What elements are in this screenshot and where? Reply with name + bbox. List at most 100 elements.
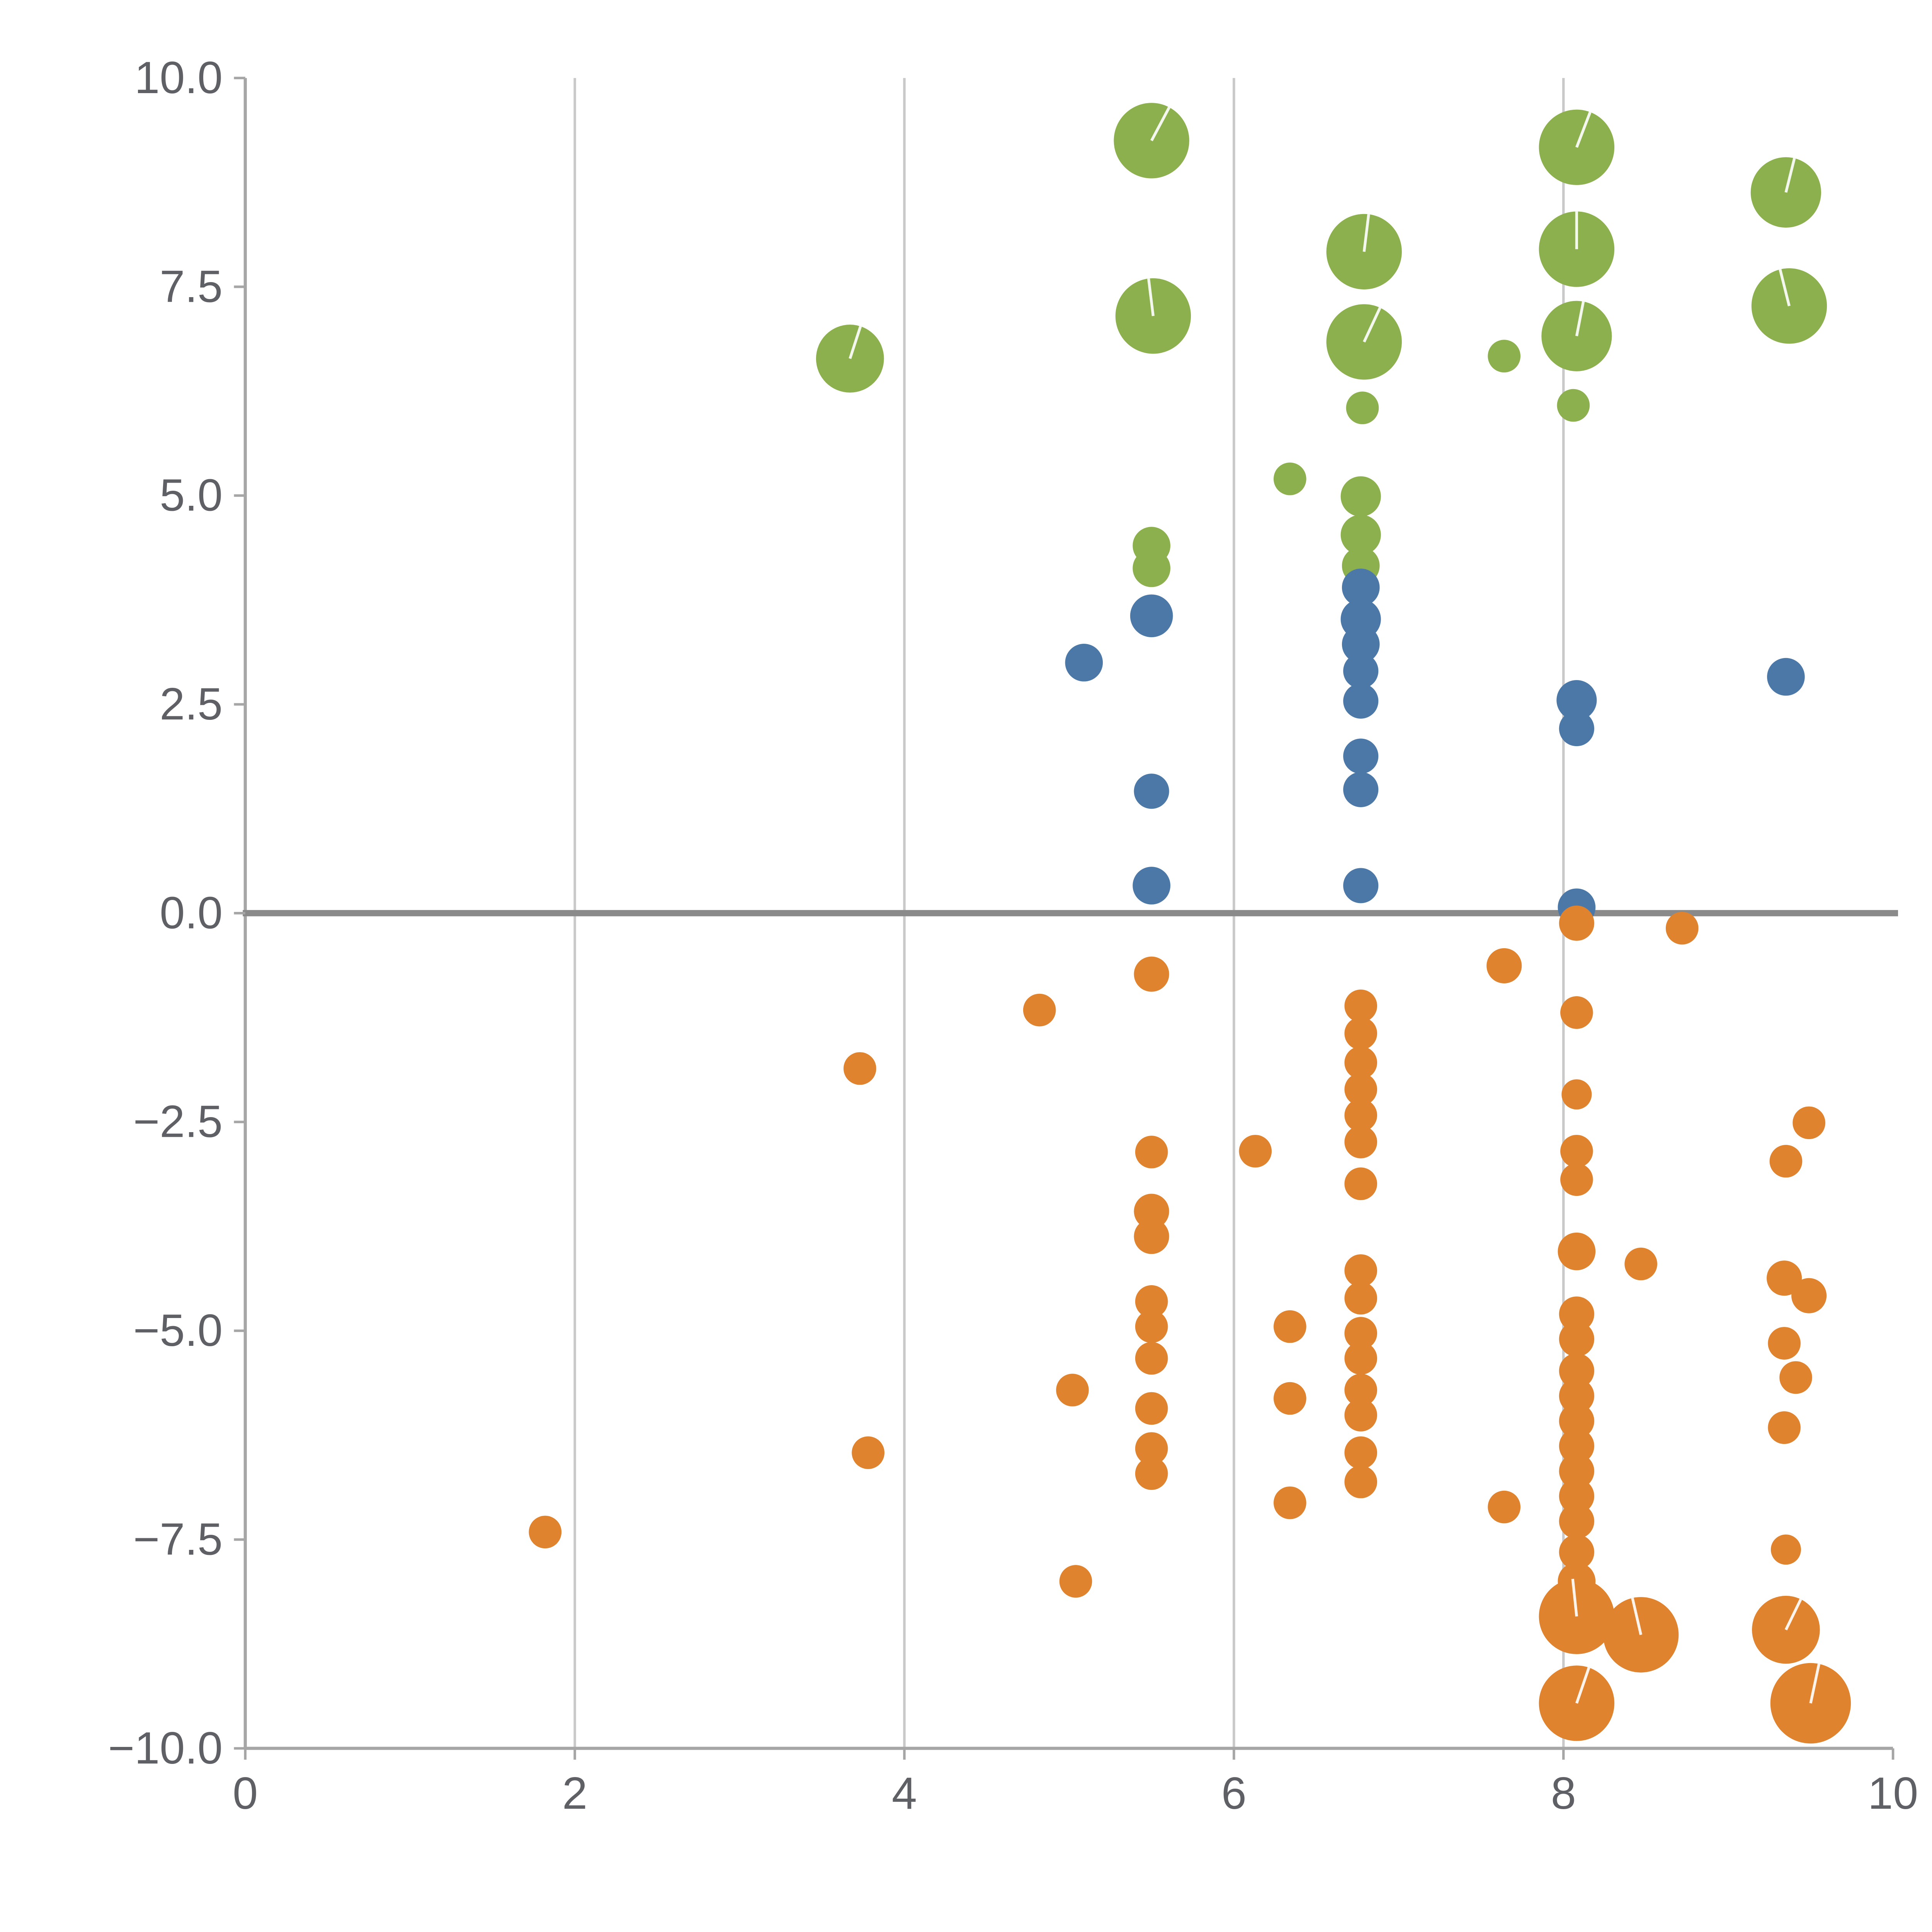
data-point-series-orange <box>1135 1342 1168 1375</box>
data-point-series-green <box>1488 340 1521 372</box>
data-point-series-orange <box>1274 1310 1306 1343</box>
data-point-series-orange <box>1560 1163 1593 1196</box>
data-point-series-orange <box>1344 1436 1378 1469</box>
bubble-slice-line <box>1631 1597 1643 1635</box>
data-point-series-orange <box>1559 1478 1594 1514</box>
bubble-slice-line <box>1779 269 1791 306</box>
data-point-series-blue <box>1343 868 1379 903</box>
y-tick-label: −2.5 <box>133 1096 223 1147</box>
data-point-series-orange <box>1344 1099 1378 1132</box>
data-point-series-orange <box>1768 1411 1801 1444</box>
x-tick-label: 8 <box>1551 1768 1576 1818</box>
data-point-series-green <box>1557 389 1590 422</box>
data-point-series-orange <box>1135 1285 1168 1318</box>
data-point-series-orange <box>1793 1106 1825 1139</box>
y-tick-label: 0.0 <box>160 887 223 938</box>
x-tick-label: 0 <box>233 1768 258 1818</box>
data-point-series-orange <box>1560 1134 1593 1168</box>
data-point-series-blue <box>1767 658 1805 696</box>
data-point-series-orange <box>1344 1073 1378 1106</box>
bubble-slice-line <box>1150 107 1171 141</box>
data-point-series-orange <box>1558 1232 1596 1270</box>
data-point-series-blue <box>1133 867 1170 905</box>
data-point-series-orange <box>1135 1432 1168 1465</box>
data-point-series-blue <box>1343 738 1379 774</box>
data-point-series-orange <box>1665 912 1699 945</box>
data-point-series-blue <box>1130 594 1173 638</box>
data-point-series-orange <box>852 1436 884 1469</box>
data-point-series-blue <box>1343 653 1379 689</box>
bubble-slice-line <box>849 326 862 359</box>
data-point-series-orange <box>1344 989 1378 1022</box>
data-point-series-green <box>1274 463 1306 495</box>
data-point-series-orange <box>1559 1403 1594 1439</box>
data-point-series-orange <box>1344 1317 1378 1350</box>
data-point-series-orange <box>1344 1017 1378 1050</box>
data-point-series-orange <box>1134 1194 1169 1229</box>
data-point-series-orange <box>1274 1382 1306 1415</box>
data-point-series-orange <box>1560 996 1593 1029</box>
data-point-series-orange <box>1559 1453 1594 1489</box>
data-point-series-orange <box>1274 1486 1306 1519</box>
bubble-slice-line <box>1575 1667 1590 1704</box>
data-point-series-orange <box>1770 1663 1851 1744</box>
data-point-series-orange <box>529 1515 562 1549</box>
data-point-series-orange <box>1767 1260 1802 1296</box>
data-point-series-green <box>1340 515 1381 555</box>
data-point-series-blue <box>1342 625 1380 663</box>
data-point-series-orange <box>1561 1079 1592 1110</box>
bubble-slice-line <box>1784 1599 1802 1631</box>
y-tick-label: 5.0 <box>160 470 223 520</box>
y-tick-label: 10.0 <box>134 52 223 103</box>
data-point-series-orange <box>1791 1278 1827 1313</box>
data-point-series-orange <box>1768 1327 1801 1360</box>
data-point-series-orange <box>1344 1399 1378 1432</box>
data-point-series-green <box>1750 157 1821 228</box>
y-tick-label: −7.5 <box>133 1514 223 1564</box>
bubble-slice-line <box>1784 158 1796 193</box>
data-point-series-orange <box>1134 1219 1169 1254</box>
data-point-series-green <box>1346 391 1379 424</box>
data-point-series-green <box>1340 476 1381 517</box>
data-point-series-orange <box>1559 1296 1594 1332</box>
data-point-series-blue <box>1343 772 1379 807</box>
data-point-series-orange <box>1486 948 1522 984</box>
data-point-series-orange <box>1559 1378 1594 1414</box>
x-tick-label: 10 <box>1868 1768 1918 1818</box>
data-point-series-orange <box>1344 1374 1378 1406</box>
data-point-series-orange <box>1769 1145 1803 1178</box>
data-point-series-blue <box>1134 774 1169 809</box>
data-point-series-green <box>1133 549 1170 587</box>
data-point-series-orange <box>1624 1247 1657 1281</box>
data-point-series-orange <box>1559 1503 1594 1539</box>
data-point-series-orange <box>1135 1392 1168 1425</box>
data-point-series-orange <box>1134 956 1169 992</box>
data-point-series-orange <box>1559 905 1594 941</box>
data-point-series-orange <box>1779 1361 1812 1394</box>
data-point-series-orange <box>1559 1428 1594 1464</box>
data-point-series-orange <box>1344 1465 1378 1498</box>
data-point-series-orange <box>1344 1126 1378 1158</box>
data-point-series-orange <box>1770 1534 1801 1565</box>
data-point-series-orange <box>1559 1321 1594 1357</box>
data-point-series-orange <box>1344 1282 1378 1315</box>
bubble-slice-line <box>1571 1578 1578 1617</box>
y-tick-label: −10.0 <box>108 1723 223 1773</box>
data-point-series-orange <box>1344 1167 1378 1200</box>
data-point-series-orange <box>1344 1254 1378 1287</box>
bubble-slice-line <box>1362 214 1370 252</box>
data-point-series-orange <box>1344 1342 1378 1375</box>
y-tick-label: 2.5 <box>160 679 223 729</box>
bubble-slice-line <box>1147 278 1155 316</box>
data-point-series-blue <box>1343 683 1379 719</box>
data-point-series-orange <box>1059 1565 1092 1598</box>
bubble-slice-line <box>1362 307 1381 343</box>
data-point-series-orange <box>1135 1310 1168 1343</box>
x-tick-label: 2 <box>562 1768 587 1818</box>
data-point-series-orange <box>844 1052 876 1085</box>
data-point-series-orange <box>1135 1136 1168 1168</box>
x-tick-label: 4 <box>892 1768 917 1818</box>
data-point-series-blue <box>1342 568 1380 607</box>
